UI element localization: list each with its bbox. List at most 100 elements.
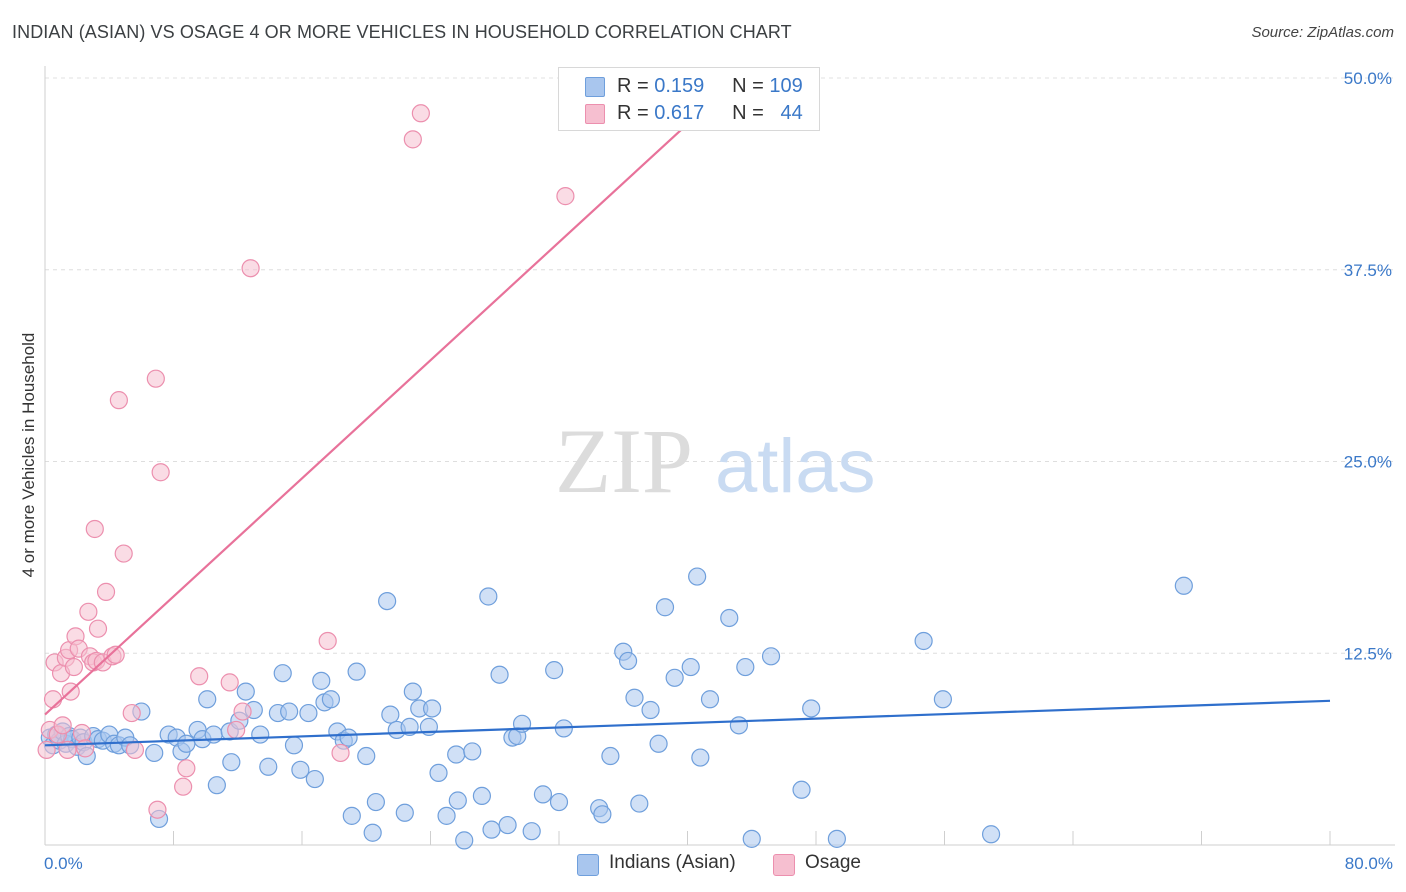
data-point-indians	[641, 700, 660, 720]
data-point-indians	[222, 753, 241, 772]
data-point-indians	[681, 657, 700, 677]
data-point-indians	[736, 657, 755, 677]
data-point-osage	[106, 645, 125, 664]
data-point-osage	[556, 187, 575, 206]
data-point-indians	[691, 748, 710, 767]
data-point-osage	[411, 104, 430, 123]
legend-n-value: 109	[769, 75, 803, 97]
data-point-indians	[729, 716, 749, 735]
data-point-indians	[299, 703, 318, 723]
data-point-osage	[233, 702, 252, 721]
data-point-osage	[109, 391, 128, 410]
data-point-indians	[914, 631, 933, 651]
data-point-indians	[291, 760, 310, 779]
data-point-indians	[720, 608, 739, 628]
watermark-zip: ZIP	[555, 410, 693, 512]
legend-r-label: R =	[617, 75, 649, 97]
data-point-osage	[174, 777, 193, 796]
x-tick-label: 80.0%	[1345, 854, 1393, 873]
data-point-indians	[207, 776, 226, 795]
data-point-indians	[933, 690, 952, 709]
legend-r-label: R =	[617, 102, 649, 124]
grid-lines	[45, 77, 1395, 654]
data-point-indians	[490, 665, 509, 684]
data-point-indians	[522, 822, 541, 841]
data-point-osage	[146, 369, 165, 388]
data-point-indians	[198, 690, 217, 709]
data-point-indians	[251, 725, 270, 744]
data-point-osage	[151, 463, 170, 482]
data-point-osage	[79, 602, 98, 621]
y-tick-label: 37.5%	[1344, 261, 1392, 280]
data-point-indians	[423, 699, 442, 718]
data-point-indians	[321, 690, 341, 709]
axes	[44, 66, 1395, 846]
series-indians-asian	[40, 567, 1193, 850]
data-point-osage	[190, 667, 209, 686]
watermark-atlas: atlas	[715, 424, 876, 509]
data-point-indians	[981, 825, 1001, 844]
data-point-indians	[236, 682, 255, 701]
data-point-osage	[125, 740, 145, 759]
data-point-indians	[665, 668, 684, 687]
legend-r-value: 0.159	[654, 75, 705, 97]
data-point-indians	[280, 702, 299, 721]
data-point-indians	[802, 699, 821, 718]
data-point-indians	[403, 682, 422, 701]
data-point-osage	[148, 800, 167, 819]
y-tick-label: 25.0%	[1344, 453, 1392, 472]
data-point-osage	[241, 259, 260, 278]
data-point-indians	[1174, 576, 1193, 595]
chart-title: INDIAN (ASIAN) VS OSAGE 4 OR MORE VEHICL…	[12, 22, 792, 42]
data-point-osage	[85, 519, 104, 539]
y-tick-label: 12.5%	[1344, 644, 1392, 663]
data-point-indians	[625, 688, 644, 707]
data-point-indians	[381, 705, 400, 724]
tick-labels: 12.5% 25.0% 37.5% 50.0% 0.0% 80.0%	[44, 69, 1393, 873]
legend-swatch-pink	[585, 104, 605, 124]
data-point-osage	[88, 619, 108, 638]
data-point-indians	[700, 690, 720, 709]
data-point-indians	[649, 734, 668, 753]
data-point-indians	[400, 717, 419, 736]
legend-swatch-blue	[585, 77, 605, 97]
data-point-osage	[331, 743, 350, 763]
data-point-indians	[378, 591, 397, 611]
data-point-osage	[96, 582, 116, 601]
legend-swatch-pink	[773, 854, 795, 876]
trend-line-osage	[44, 123, 689, 716]
trend-lines	[44, 123, 1331, 747]
data-point-indians	[472, 786, 491, 806]
data-point-indians	[593, 805, 612, 824]
data-point-indians	[482, 820, 501, 839]
data-point-osage	[220, 673, 239, 692]
data-point-indians	[549, 792, 569, 812]
data-point-osage	[64, 657, 84, 677]
legend-n-label: N =	[732, 75, 764, 97]
data-point-indians	[742, 829, 761, 848]
legend-label-indians: Indians (Asian)	[609, 852, 736, 873]
data-point-indians	[655, 598, 675, 617]
data-point-osage	[43, 690, 63, 709]
data-point-indians	[479, 587, 498, 606]
legend-label-osage: Osage	[805, 852, 861, 873]
data-point-osage	[114, 544, 133, 563]
legend-r-value: 0.617	[654, 102, 705, 124]
data-point-indians	[312, 671, 331, 690]
data-point-indians	[761, 647, 781, 666]
legend-n-label: N =	[732, 102, 764, 124]
correlation-legend: R = 0.159 N = 109 R = 0.617 N = 44	[558, 67, 820, 131]
data-point-indians	[447, 745, 466, 764]
data-point-indians	[284, 736, 304, 755]
data-point-indians	[792, 780, 811, 799]
data-point-osage	[72, 723, 92, 743]
data-point-osage	[177, 759, 196, 778]
trend-line-indians	[44, 699, 1331, 747]
data-point-indians	[305, 769, 324, 789]
legend-n-value: 44	[780, 102, 803, 124]
data-point-indians	[145, 743, 164, 763]
data-point-indians	[259, 757, 278, 776]
data-point-osage	[227, 720, 246, 740]
data-point-indians	[273, 664, 292, 683]
